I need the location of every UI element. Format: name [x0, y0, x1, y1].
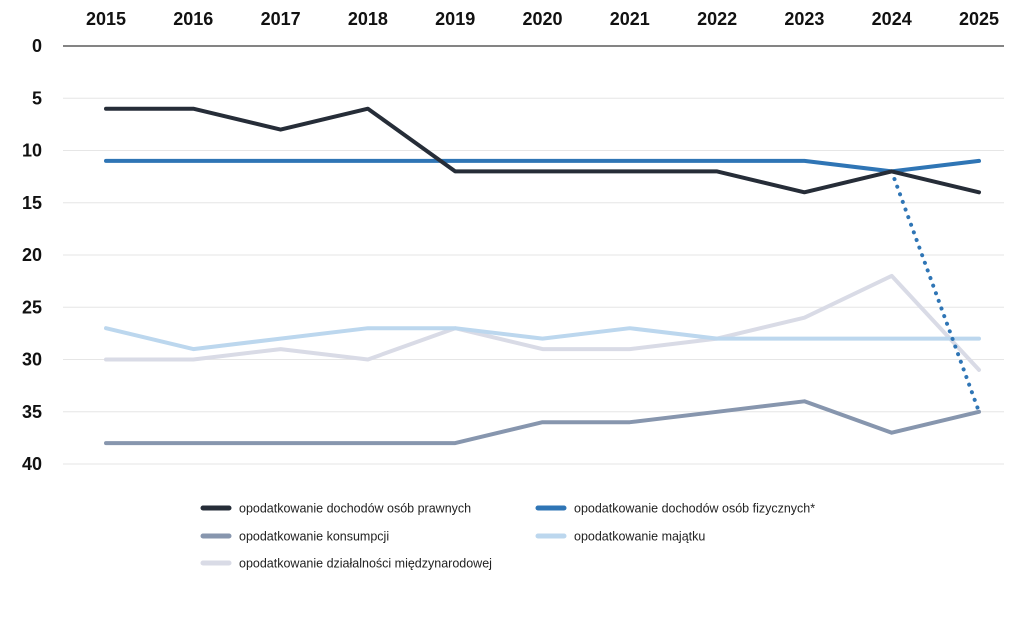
x-tick-label: 2021 — [610, 9, 650, 29]
x-tick-label: 2018 — [348, 9, 388, 29]
legend-item: opodatkowanie działalności międzynarodow… — [200, 557, 492, 571]
legend-label: opodatkowanie majątku — [574, 530, 705, 544]
y-tick-label: 40 — [22, 454, 42, 474]
legend-label: opodatkowanie dochodów osób fizycznych* — [574, 502, 815, 516]
x-tick-label: 2020 — [522, 9, 562, 29]
series-line-5 — [104, 273, 981, 372]
x-tick-label: 2022 — [697, 9, 737, 29]
y-tick-label: 35 — [22, 402, 42, 422]
x-tick-label: 2024 — [872, 9, 912, 29]
legend: opodatkowanie dochodów osób prawnych opod… — [200, 502, 815, 571]
y-tick-label: 5 — [32, 88, 42, 108]
x-tick-label: 2019 — [435, 9, 475, 29]
y-tick-label: 0 — [32, 36, 42, 56]
x-tick-label: 2025 — [959, 9, 999, 29]
y-tick-label: 15 — [22, 193, 42, 213]
x-tick-label: 2023 — [784, 9, 824, 29]
series-line-1 — [104, 106, 981, 195]
series-line-2 — [104, 158, 981, 174]
series-line-3 — [104, 399, 981, 446]
legend-item: opodatkowanie majątku — [535, 530, 705, 544]
y-tick-label: 30 — [22, 350, 42, 370]
gridlines — [63, 97, 1004, 465]
legend-label: opodatkowanie dochodów osób prawnych — [239, 502, 471, 516]
x-tick-label: 2015 — [86, 9, 126, 29]
y-tick-label: 20 — [22, 245, 42, 265]
series-lines — [104, 106, 981, 446]
x-tick-label: 2017 — [261, 9, 301, 29]
legend-item: opodatkowanie dochodów osób fizycznych* — [535, 502, 815, 516]
series-dotted-segment — [889, 169, 981, 414]
series-line-4 — [104, 326, 981, 352]
legend-label: opodatkowanie działalności międzynarodow… — [239, 557, 492, 571]
legend-item: opodatkowanie konsumpcji — [200, 530, 389, 544]
legend-label: opodatkowanie konsumpcji — [239, 530, 389, 544]
legend-item: opodatkowanie dochodów osób prawnych — [200, 502, 471, 516]
x-tick-label: 2016 — [173, 9, 213, 29]
y-tick-label: 25 — [22, 297, 42, 317]
y-tick-label: 10 — [22, 141, 42, 161]
